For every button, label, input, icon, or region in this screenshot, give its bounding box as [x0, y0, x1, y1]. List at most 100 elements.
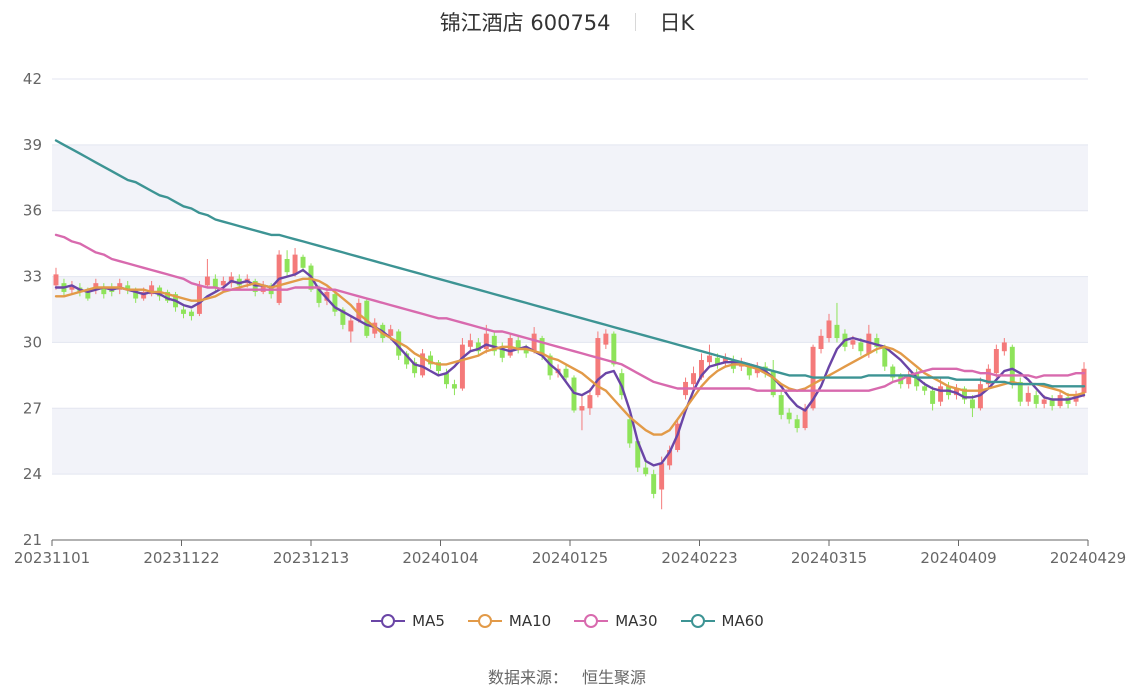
- candle-body: [587, 395, 593, 409]
- legend-label: MA5: [412, 612, 445, 630]
- candle-body: [165, 291, 171, 301]
- candle-body: [834, 324, 840, 339]
- candle: [962, 386, 967, 404]
- x-tick-label: 20240315: [791, 549, 867, 567]
- candle-body: [364, 300, 370, 336]
- data-source: 数据来源： 恒生聚源: [0, 664, 1134, 688]
- candle-body: [850, 340, 856, 345]
- candle-body: [531, 333, 537, 352]
- candle-body: [1001, 342, 1007, 352]
- legend-marker-icon: [574, 614, 609, 628]
- candle: [627, 414, 633, 448]
- candle-body: [786, 412, 792, 420]
- y-tick-label: 27: [23, 399, 42, 417]
- y-tick-label: 21: [23, 531, 42, 549]
- chart-title-bar: 锦江酒店 600754 日K: [0, 6, 1134, 38]
- candle-body: [53, 274, 59, 286]
- candle: [651, 469, 657, 499]
- candle-body: [985, 368, 991, 385]
- candle: [579, 395, 585, 431]
- candle: [969, 395, 975, 418]
- candle: [467, 333, 473, 352]
- period-label[interactable]: 日K: [659, 11, 695, 35]
- grid-band: [52, 408, 1088, 475]
- candle: [515, 335, 521, 354]
- candle-body: [627, 419, 633, 444]
- candle-body: [595, 338, 601, 396]
- candle-body: [467, 340, 473, 347]
- candle: [1017, 377, 1023, 407]
- candle-body: [667, 449, 673, 466]
- candle: [635, 439, 641, 472]
- candle-body: [802, 408, 808, 429]
- candle-body: [643, 467, 649, 475]
- candle: [125, 280, 131, 295]
- candle-body: [706, 355, 712, 363]
- candle: [491, 331, 497, 356]
- candle-body: [906, 375, 912, 385]
- legend-marker-icon: [371, 614, 406, 628]
- candle-body: [428, 355, 434, 365]
- legend-item-ma30[interactable]: MA30: [573, 612, 658, 630]
- candle: [412, 357, 418, 378]
- candle: [1001, 338, 1007, 356]
- candle-body: [475, 342, 481, 352]
- candle: [722, 353, 728, 367]
- x-tick-label: 20240125: [532, 549, 608, 567]
- candle-body: [1081, 368, 1087, 393]
- candle: [53, 267, 59, 290]
- x-tick-label: 20231122: [143, 549, 219, 567]
- candle-body: [826, 320, 832, 339]
- candle-body: [714, 357, 720, 365]
- chart-title: 锦江酒店 600754: [439, 11, 611, 35]
- candle-body: [635, 441, 641, 468]
- candle-body: [691, 373, 696, 385]
- candle-body: [220, 280, 226, 286]
- candle-body: [1033, 395, 1039, 404]
- candlestick-chart: 42 39 36 33 30 27 24 21 20231101 20231122 2023121…: [14, 70, 1126, 567]
- candle-body: [101, 287, 107, 295]
- candle: [802, 403, 808, 431]
- candle: [348, 316, 354, 343]
- candle-body: [451, 384, 457, 389]
- candle: [364, 298, 370, 339]
- legend-item-ma60[interactable]: MA60: [680, 612, 764, 630]
- candle-body: [882, 346, 888, 367]
- candle: [587, 388, 593, 415]
- candle-body: [420, 353, 426, 376]
- candle: [149, 280, 155, 297]
- candle: [993, 344, 999, 378]
- legend-item-ma5[interactable]: MA5: [370, 612, 445, 630]
- candle-body: [324, 291, 330, 301]
- candle-body: [523, 349, 529, 354]
- candle: [611, 331, 617, 367]
- candle: [212, 274, 218, 292]
- candle: [436, 359, 441, 376]
- candle: [420, 349, 426, 378]
- title-separator: [634, 13, 636, 31]
- legend-item-ma10[interactable]: MA10: [467, 612, 551, 630]
- candle: [603, 329, 609, 350]
- candle-body: [133, 289, 139, 299]
- source-label: 数据来源：: [487, 668, 568, 687]
- candle-body: [651, 474, 657, 494]
- candle: [882, 344, 888, 371]
- candle: [563, 364, 569, 382]
- candle: [659, 456, 665, 510]
- candle: [930, 386, 936, 411]
- candle: [706, 344, 712, 367]
- candle-body: [85, 291, 91, 299]
- x-tick-label: 20231101: [14, 549, 90, 567]
- y-tick-label: 30: [23, 333, 42, 351]
- candle-body: [611, 333, 617, 365]
- candle-body: [1041, 399, 1047, 404]
- candle: [451, 379, 457, 396]
- legend-marker-icon: [680, 614, 715, 628]
- candle-body: [483, 333, 489, 350]
- candle-body: [778, 395, 784, 415]
- candle: [691, 366, 696, 389]
- candle-body: [930, 390, 936, 404]
- candle-body: [914, 373, 920, 387]
- legend-label: MA10: [508, 612, 552, 630]
- candle-body: [659, 463, 665, 490]
